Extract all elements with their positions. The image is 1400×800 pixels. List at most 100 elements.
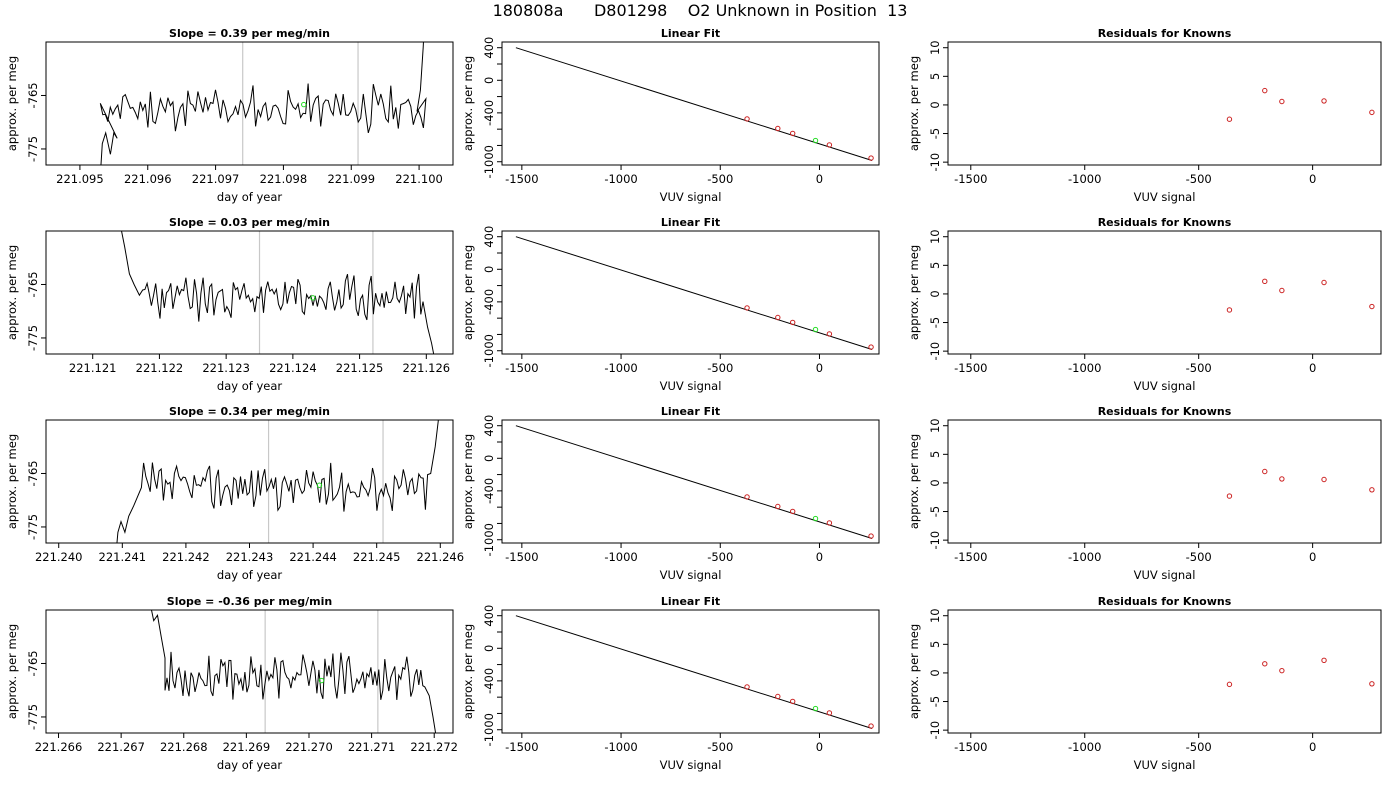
y-tick-label: -765 — [26, 460, 40, 486]
y-tick-label: 5 — [928, 73, 942, 80]
unknown-point — [812, 705, 819, 712]
known-point — [775, 693, 781, 700]
plot-area — [515, 425, 874, 539]
y-tick-label: 10 — [928, 418, 942, 433]
x-tick-label: 221.272 — [410, 740, 458, 754]
plot-area — [515, 236, 874, 350]
x-tick-label: 221.271 — [348, 740, 396, 754]
y-tick-label: -10 — [928, 153, 942, 172]
residual-point — [1321, 98, 1327, 104]
y-tick-label: -1000 — [482, 145, 496, 178]
y-tick-label: -5 — [928, 128, 942, 139]
panel-r4-c3: Residuals for Knowns VUV signal approx. pe… — [907, 595, 1382, 772]
x-tick-label: -1500 — [505, 172, 538, 186]
residual-point — [1369, 681, 1375, 687]
known-point — [826, 142, 833, 148]
panel-r3-c2: Linear Fit VUV signal approx. per meg -1500… — [461, 405, 880, 582]
x-tick-label: -1000 — [604, 550, 637, 564]
y-tick-label: 0 — [928, 101, 942, 108]
residual-point — [1262, 278, 1268, 285]
plot-frame — [45, 419, 454, 544]
residual-point — [1279, 667, 1285, 674]
fit-line — [515, 425, 873, 539]
figure-title: 180808a D801298 O2 Unknown in Position 1… — [492, 1, 908, 20]
y-tick-label: -1000 — [482, 334, 496, 367]
known-point — [868, 723, 874, 729]
known-point — [789, 698, 796, 705]
plot-frame — [947, 609, 1382, 734]
unknown-point — [316, 482, 323, 488]
x-tick-label: 221.244 — [289, 550, 337, 564]
y-tick-label: -10 — [928, 721, 942, 740]
panel-r1-c2: Linear Fit VUV signal approx. per meg -1500… — [461, 27, 880, 204]
y-tick-label: -400 — [482, 478, 496, 504]
x-axis-label: day of year — [217, 758, 282, 772]
y-tick-label: 400 — [482, 605, 496, 627]
unknown-point — [301, 101, 307, 108]
y-tick-label: 5 — [928, 641, 942, 648]
residual-point — [1279, 287, 1285, 294]
x-tick-label: -1000 — [604, 740, 637, 754]
unknown-point — [318, 677, 325, 684]
panel-title: Slope = 0.34 per meg/min — [169, 405, 330, 418]
known-point — [775, 125, 781, 132]
x-axis-label: VUV signal — [1134, 568, 1196, 582]
x-axis-label: VUV signal — [660, 568, 722, 582]
x-tick-label: 221.125 — [336, 361, 384, 375]
y-axis-label: approx. per meg — [907, 56, 921, 151]
x-tick-label: 0 — [816, 361, 823, 375]
y-axis-label: approx. per meg — [5, 624, 19, 719]
y-tick-label: -765 — [26, 82, 40, 108]
panel-title: Residuals for Knowns — [1098, 595, 1232, 608]
y-tick-label: -1000 — [482, 523, 496, 556]
x-tick-label: 221.268 — [160, 740, 208, 754]
y-tick-label: 10 — [928, 608, 942, 623]
y-tick-label: -765 — [26, 271, 40, 297]
x-tick-label: -1500 — [954, 172, 987, 186]
known-point — [789, 130, 796, 137]
x-tick-label: -1000 — [1068, 550, 1101, 564]
panel-r4-c2: Linear Fit VUV signal approx. per meg -1500… — [461, 595, 880, 772]
residual-point — [1369, 303, 1375, 310]
unknown-point — [812, 515, 819, 522]
x-tick-label: 221.100 — [395, 172, 443, 186]
x-tick-label: -500 — [707, 550, 733, 564]
residual-point — [1262, 87, 1268, 94]
y-tick-label: -765 — [26, 650, 40, 676]
signal-trace — [99, 42, 427, 165]
residual-point — [1321, 657, 1327, 664]
panel-title: Linear Fit — [661, 405, 720, 418]
y-tick-label: -775 — [26, 325, 40, 351]
unknown-point — [310, 295, 316, 301]
x-tick-label: 221.099 — [327, 172, 375, 186]
known-point — [775, 314, 781, 321]
x-tick-label: -500 — [707, 361, 733, 375]
y-axis-label: approx. per meg — [907, 624, 921, 719]
panel-r4-c1: Slope = -0.36 per meg/min day of year appr… — [5, 595, 458, 772]
x-axis-label: VUV signal — [1134, 758, 1196, 772]
y-tick-label: -400 — [482, 100, 496, 126]
x-tick-label: 221.242 — [162, 550, 210, 564]
x-tick-label: 221.121 — [69, 361, 117, 375]
panel-title: Residuals for Knowns — [1098, 216, 1232, 229]
plot-frame — [947, 419, 1382, 544]
x-tick-label: -500 — [1186, 740, 1212, 754]
known-point — [826, 520, 833, 526]
plot-frame — [501, 419, 880, 544]
x-tick-label: 0 — [1309, 550, 1316, 564]
y-axis-label: approx. per meg — [907, 434, 921, 529]
known-point — [868, 155, 874, 161]
residual-point — [1279, 476, 1285, 482]
plot-area — [1226, 468, 1375, 499]
fit-line — [515, 47, 873, 161]
panel-r2-c1: Slope = 0.03 per meg/min day of year appro… — [5, 216, 454, 393]
y-tick-label: -775 — [26, 136, 40, 162]
y-tick-label: 0 — [928, 669, 942, 676]
x-tick-label: -1500 — [505, 740, 538, 754]
x-tick-label: -1500 — [505, 361, 538, 375]
residual-point — [1369, 487, 1375, 493]
x-tick-label: 221.097 — [192, 172, 240, 186]
x-axis-label: VUV signal — [660, 190, 722, 204]
x-tick-label: -1500 — [954, 361, 987, 375]
y-tick-label: -5 — [928, 317, 942, 328]
